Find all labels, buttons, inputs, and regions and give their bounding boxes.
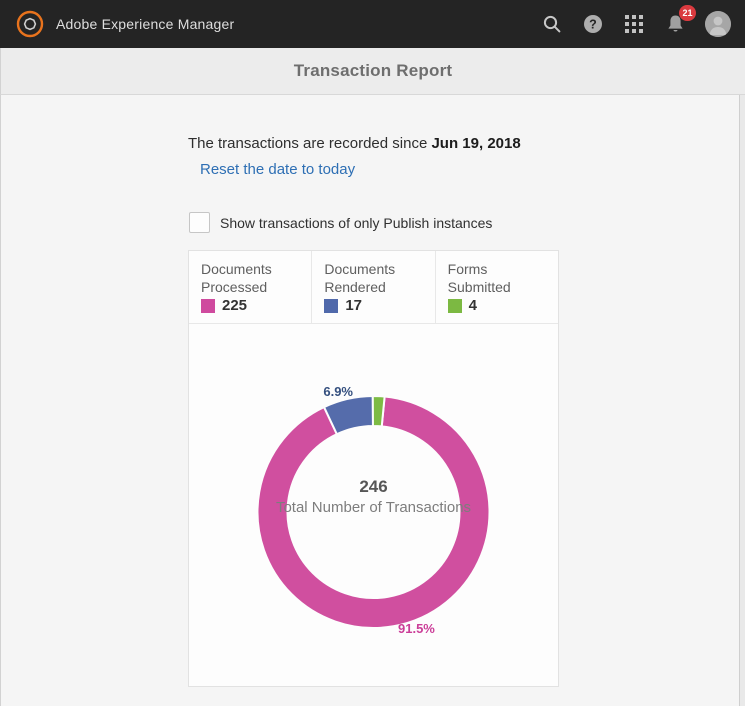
help-icon[interactable]: ? (582, 13, 604, 35)
main-content: The transactions are recorded since Jun … (0, 95, 745, 706)
reset-date-link[interactable]: Reset the date to today (200, 161, 356, 178)
stat-value: 4 (468, 297, 477, 314)
header-icons: ? 21 (541, 5, 731, 37)
stat-documents-processed: Documents Processed 225 (189, 251, 313, 323)
stats-row: Documents Processed 225 Documents Render… (189, 251, 558, 324)
publish-filter-row: Show transactions of only Publish instan… (189, 212, 492, 233)
donut-chart (256, 394, 491, 629)
search-icon[interactable] (541, 13, 563, 35)
stat-forms-submitted: Forms Submitted 4 (436, 251, 558, 323)
page-title: Transaction Report (293, 61, 453, 80)
stat-value: 225 (222, 297, 248, 314)
percent-label-documents-processed: 91.5% (398, 621, 435, 636)
stat-label: Documents Processed (201, 261, 272, 295)
notification-count-badge: 21 (679, 5, 696, 21)
user-avatar[interactable] (705, 11, 731, 37)
svg-text:?: ? (589, 17, 597, 31)
stat-label: Forms Submitted (447, 261, 511, 295)
recorded-since-label: The transactions are recorded since (188, 135, 432, 152)
app-title: Adobe Experience Manager (56, 16, 235, 32)
stat-value: 17 (345, 297, 363, 314)
page-title-bar: Transaction Report (0, 48, 745, 95)
stat-value-row: 17 (324, 297, 434, 314)
publish-only-checkbox[interactable] (189, 212, 210, 233)
donut-segment-forms-submitted[interactable] (371, 394, 386, 428)
publish-only-checkbox-label: Show transactions of only Publish instan… (220, 214, 493, 231)
transaction-report-card: Documents Processed 225 Documents Render… (188, 250, 559, 687)
top-header-bar: Adobe Experience Manager ? (0, 0, 745, 48)
stat-value-row: 4 (447, 297, 558, 314)
stat-label: Documents Rendered (324, 261, 396, 295)
scrollbar-track[interactable] (739, 95, 745, 706)
donut-chart-area: 6.9% 91.5% 246 Total Number of Transacti… (189, 324, 558, 686)
aem-logo-icon[interactable] (16, 10, 44, 38)
stat-documents-rendered: Documents Rendered 17 (312, 251, 436, 323)
stat-value-row: 225 (201, 297, 311, 314)
legend-swatch-blue (324, 298, 339, 313)
recorded-since-text: The transactions are recorded since Jun … (188, 135, 521, 152)
legend-swatch-green (447, 298, 462, 313)
apps-grid-icon[interactable] (623, 13, 645, 35)
percent-label-documents-rendered: 6.9% (323, 384, 353, 399)
notifications-bell-icon[interactable]: 21 (664, 5, 696, 35)
recorded-since-date: Jun 19, 2018 (431, 135, 521, 152)
legend-swatch-pink (201, 298, 215, 313)
donut-segment-documents-processed[interactable] (256, 395, 491, 629)
